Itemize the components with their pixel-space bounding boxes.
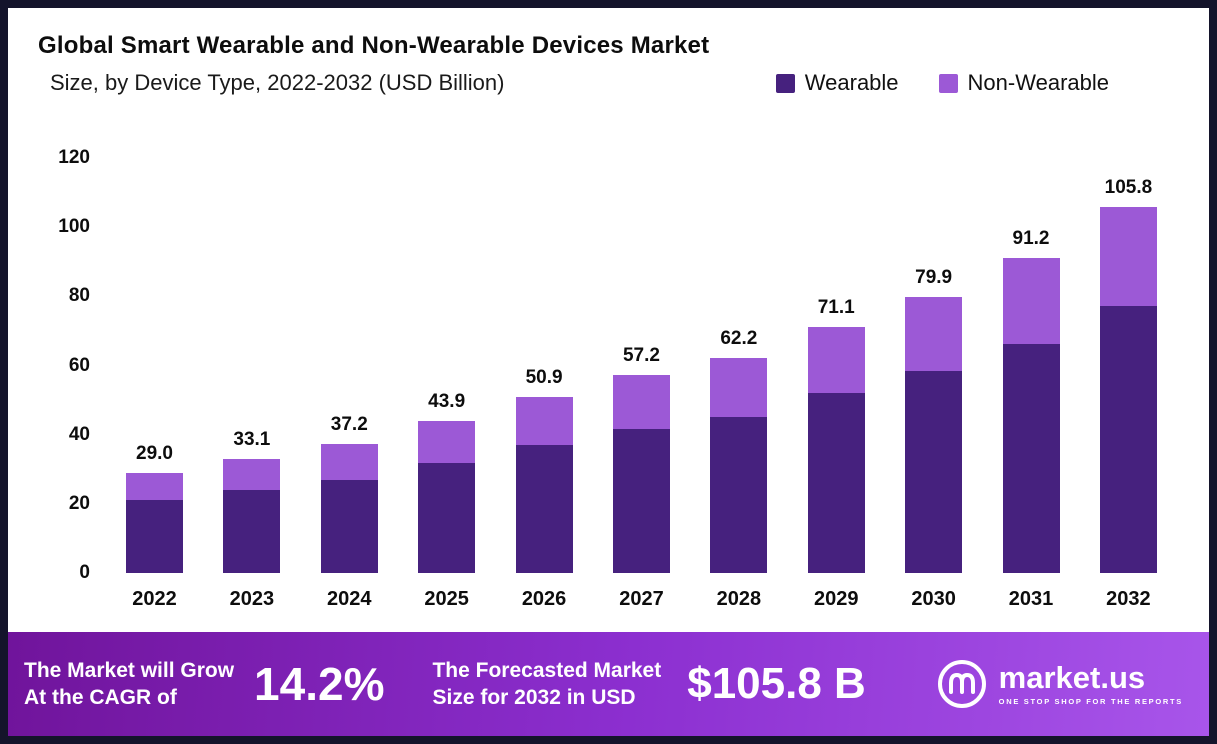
chart-header: Global Smart Wearable and Non-Wearable D…: [8, 8, 1209, 96]
bar-value-label: 62.2: [720, 327, 758, 349]
bar-column: 43.9 2025: [418, 391, 476, 618]
x-axis-label: 2025: [424, 588, 469, 610]
chart-title-line2: Size, by Device Type, 2022-2032 (USD Bil…: [50, 70, 505, 95]
bar-segment-non-wearable: [1002, 257, 1060, 344]
market-us-logo-icon: [937, 660, 986, 708]
bar-segment-wearable: [612, 429, 670, 573]
bar-value-label: 50.9: [525, 366, 563, 388]
bar-value-label: 57.2: [622, 345, 660, 367]
legend-label-non-wearable: Non-Wearable: [967, 70, 1109, 95]
bar-value-label: 29.0: [136, 442, 173, 464]
legend-item-wearable: Wearable: [775, 70, 899, 96]
chart-title-line1: Global Smart Wearable and Non-Wearable D…: [38, 32, 710, 59]
bar-column: 29.0 2022: [126, 443, 183, 618]
bar-column: 37.2 2024: [320, 414, 378, 618]
legend-label-wearable: Wearable: [804, 70, 899, 95]
bar-segment-wearable: [710, 416, 768, 573]
bar-segment-non-wearable: [1099, 207, 1157, 306]
cagr-caption-line1: The Market will Grow: [24, 658, 235, 682]
bar-segment-non-wearable: [320, 444, 378, 481]
bar-column: 62.2 2028: [710, 327, 768, 618]
y-tick-label: 40: [68, 423, 90, 445]
bar-column: 79.9 2030: [905, 266, 963, 618]
x-axis-label: 2032: [1106, 588, 1151, 610]
x-axis-label: 2029: [813, 588, 859, 610]
footer-banner: The Market will Grow At the CAGR of 14.2…: [8, 632, 1209, 736]
bar-segment-wearable: [223, 490, 281, 573]
non-wearable-swatch-icon: [938, 73, 958, 93]
bar-column: 91.2 2031: [1002, 227, 1060, 618]
legend-item-non-wearable: Non-Wearable: [938, 70, 1109, 96]
x-axis-label: 2024: [327, 588, 372, 610]
y-tick-label: 60: [68, 354, 90, 376]
bar-value-label: 91.2: [1012, 227, 1050, 249]
cagr-caption-line2: At the CAGR of: [24, 686, 177, 709]
bar-column: 57.2 2027: [612, 345, 670, 618]
cagr-caption: The Market will Grow At the CAGR of: [24, 657, 234, 712]
y-tick-label: 20: [68, 492, 90, 514]
forecast-caption-line2: Size for 2032 in USD: [432, 686, 636, 709]
bar-segment-wearable: [1099, 305, 1157, 573]
forecast-value: $105.8 B: [687, 659, 866, 708]
bar-segment-wearable: [807, 393, 865, 573]
bar-segment-wearable: [1002, 343, 1060, 573]
bar-column: 33.1 2023: [223, 428, 281, 618]
forecast-caption: The Forecasted Market Size for 2032 in U…: [432, 657, 661, 712]
brand-name: market.us: [998, 660, 1146, 695]
y-axis: 0 20 40 60 80 100 120: [36, 147, 90, 618]
chart-legend: Wearable Non-Wearable: [775, 70, 1109, 96]
bar-segment-non-wearable: [612, 375, 670, 430]
bar-column: 105.8 2032: [1099, 177, 1157, 618]
x-axis-label: 2027: [619, 588, 664, 610]
bar-column: 50.9 2026: [515, 366, 573, 618]
x-axis-label: 2023: [229, 588, 275, 610]
x-axis-label: 2031: [1008, 588, 1054, 610]
x-axis-label: 2022: [132, 588, 177, 610]
forecast-caption-line1: The Forecasted Market: [432, 658, 662, 682]
bar-value-label: 71.1: [817, 297, 855, 319]
bar-segment-non-wearable: [905, 296, 963, 372]
brand-text-block: market.us ONE STOP SHOP FOR THE REPORTS: [999, 662, 1183, 706]
bar-value-label: 105.8: [1104, 177, 1153, 199]
brand-tagline: ONE STOP SHOP FOR THE REPORTS: [998, 697, 1183, 706]
bar-segment-wearable: [418, 463, 476, 573]
plot-area: 29.0 2022 33.1 2023 37.2 2024 43.9 2025 50.9 2026…: [108, 158, 1175, 618]
bar-segment-non-wearable: [223, 458, 281, 490]
bar-column: 71.1 2029: [807, 297, 865, 618]
cagr-value: 14.2%: [254, 658, 385, 710]
bar-segment-wearable: [126, 500, 183, 573]
bar-value-label: 33.1: [233, 428, 271, 450]
wearable-swatch-icon: [775, 73, 795, 93]
bar-segment-non-wearable: [515, 396, 573, 446]
y-tick-label: 80: [68, 285, 90, 307]
bar-segment-wearable: [320, 480, 378, 573]
bar-value-label: 43.9: [428, 391, 466, 413]
bar-value-label: 37.2: [330, 414, 368, 436]
bar-segment-non-wearable: [418, 421, 476, 464]
brand-logo: market.us ONE STOP SHOP FOR THE REPORTS: [935, 657, 1183, 711]
x-axis-label: 2028: [716, 588, 762, 610]
bar-segment-wearable: [515, 445, 573, 573]
bar-segment-non-wearable: [807, 327, 865, 394]
x-axis-label: 2026: [521, 588, 567, 610]
x-axis-label: 2030: [911, 588, 956, 610]
bar-segment-non-wearable: [710, 357, 768, 417]
y-tick-label: 0: [79, 562, 90, 583]
bar-segment-wearable: [905, 371, 963, 573]
bar-value-label: 79.9: [915, 266, 953, 288]
bar-segment-non-wearable: [126, 472, 183, 501]
y-tick-label: 120: [58, 147, 90, 168]
y-tick-label: 100: [58, 216, 90, 238]
chart-area: 0 20 40 60 80 100 120 29.0 2022 33.1 2023 37.2 2024…: [8, 110, 1209, 632]
